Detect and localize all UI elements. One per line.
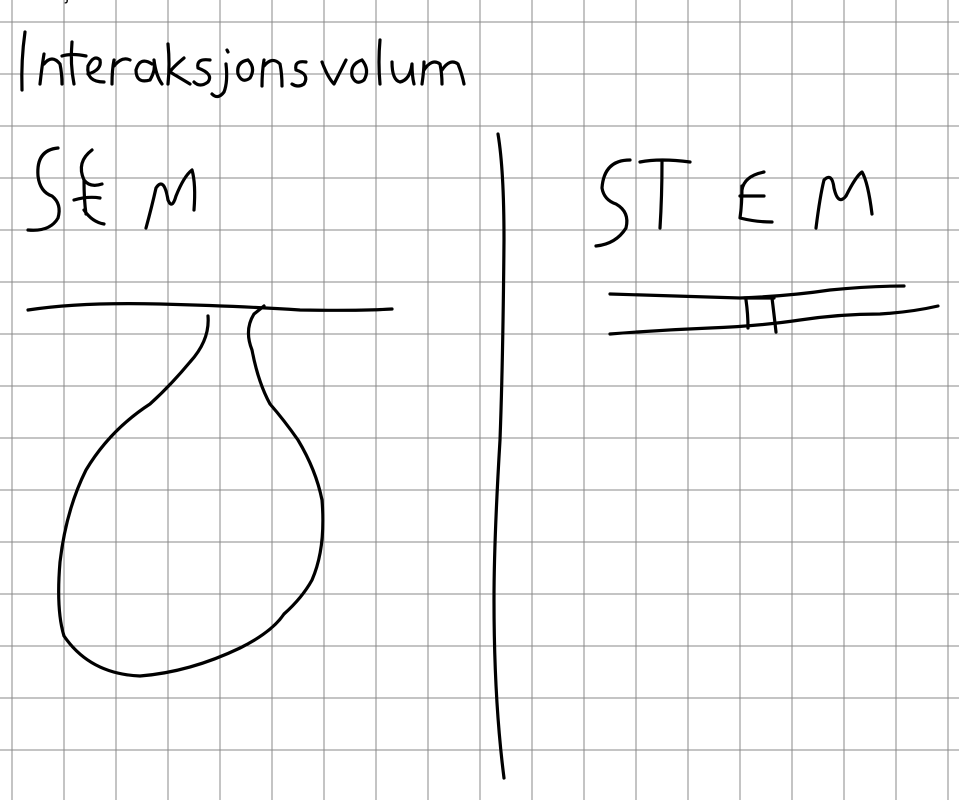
sem-specimen-surface (26, 302, 394, 312)
stem-interaction-volume (742, 296, 778, 334)
panel-divider (492, 132, 506, 780)
sem-label-handwriting (26, 146, 197, 232)
title-text: Interaksjonsvolum (0, 0, 147, 4)
stem-thin-specimen (608, 284, 940, 336)
sem-interaction-volume (57, 304, 325, 678)
stem-label-handwriting (594, 158, 874, 248)
stem-label-text: STEM (0, 0, 44, 4)
sem-label-text: SEM (0, 0, 34, 4)
title-handwriting: Interaksjonsvolum (20, 30, 466, 99)
